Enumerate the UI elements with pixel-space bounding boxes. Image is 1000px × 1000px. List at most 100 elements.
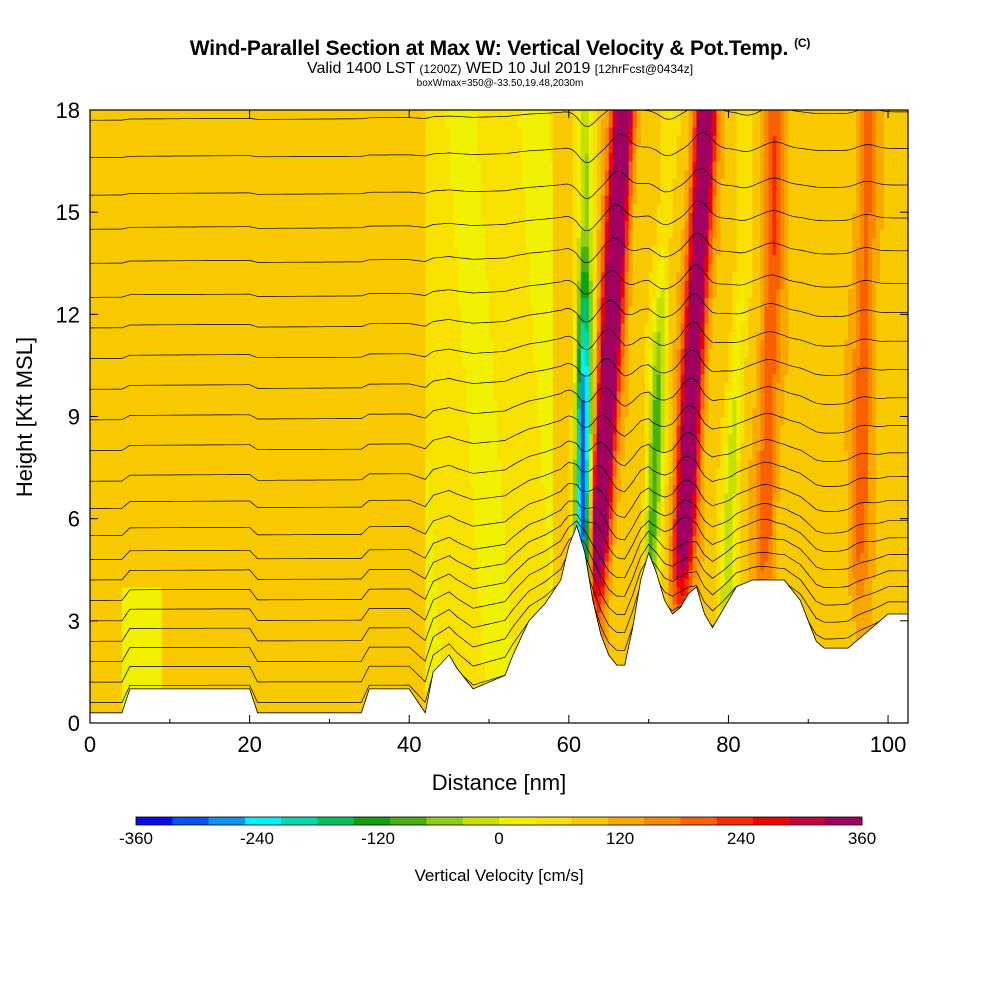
velocity-cell xyxy=(277,195,283,205)
velocity-cell xyxy=(281,569,287,579)
velocity-cell xyxy=(341,110,346,120)
velocity-cell xyxy=(305,586,311,596)
velocity-cell xyxy=(329,365,334,375)
velocity-cell xyxy=(297,535,303,545)
velocity-cell xyxy=(105,663,111,673)
velocity-cell xyxy=(113,467,119,477)
velocity-cell xyxy=(197,246,203,256)
velocity-cell xyxy=(313,271,319,281)
velocity-cell xyxy=(121,407,127,418)
velocity-cell xyxy=(285,467,291,477)
velocity-cell xyxy=(105,527,111,537)
velocity-cell xyxy=(285,127,291,137)
velocity-cell xyxy=(177,144,183,154)
velocity-cell xyxy=(101,603,107,613)
velocity-cell xyxy=(253,110,259,120)
velocity-cell xyxy=(257,637,263,647)
velocity-cell xyxy=(225,484,231,494)
velocity-cell xyxy=(281,203,287,213)
velocity-cell xyxy=(345,110,350,120)
velocity-cell xyxy=(161,178,167,188)
velocity-cell xyxy=(105,356,111,367)
velocity-cell xyxy=(245,425,251,435)
velocity-cell xyxy=(361,390,366,401)
velocity-cell xyxy=(361,399,366,409)
velocity-cell xyxy=(117,527,123,537)
velocity-cell xyxy=(133,237,139,247)
velocity-cell xyxy=(145,629,151,639)
velocity-cell xyxy=(333,186,338,196)
velocity-cell xyxy=(169,467,175,477)
velocity-cell xyxy=(177,399,183,409)
velocity-cell xyxy=(225,493,231,503)
velocity-cell xyxy=(357,688,362,699)
velocity-cell xyxy=(201,220,207,230)
velocity-cell xyxy=(313,569,319,579)
velocity-cell xyxy=(161,203,167,213)
velocity-cell xyxy=(125,390,131,401)
velocity-cell xyxy=(265,493,271,503)
velocity-cell xyxy=(109,467,115,477)
velocity-cell xyxy=(333,467,338,477)
velocity-cell xyxy=(269,433,275,443)
velocity-cell xyxy=(325,339,331,349)
velocity-cell xyxy=(177,220,183,230)
velocity-cell xyxy=(285,322,291,332)
velocity-cell xyxy=(229,195,235,205)
velocity-cell xyxy=(229,373,235,384)
velocity-cell xyxy=(257,288,263,298)
velocity-cell xyxy=(265,305,271,315)
velocity-cell xyxy=(181,510,187,520)
velocity-cell xyxy=(173,654,179,664)
velocity-cell xyxy=(237,501,243,511)
velocity-cell xyxy=(109,612,115,622)
velocity-cell xyxy=(301,237,307,247)
velocity-cell xyxy=(90,399,95,409)
velocity-cell xyxy=(125,186,131,196)
velocity-cell xyxy=(137,169,143,179)
velocity-cell xyxy=(109,680,115,690)
velocity-cell xyxy=(309,544,315,554)
velocity-cell xyxy=(97,254,103,264)
velocity-cell xyxy=(233,595,239,605)
velocity-cell xyxy=(353,365,358,375)
velocity-cell xyxy=(309,612,315,622)
velocity-cell xyxy=(201,305,207,315)
velocity-cell xyxy=(249,637,255,647)
velocity-cell xyxy=(293,110,299,120)
velocity-cell xyxy=(217,195,223,205)
velocity-cell xyxy=(153,280,159,290)
velocity-cell xyxy=(333,697,338,707)
velocity-cell xyxy=(289,459,295,469)
velocity-cell xyxy=(329,671,334,682)
velocity-cell xyxy=(305,484,311,494)
velocity-cell xyxy=(133,348,139,358)
velocity-cell xyxy=(365,561,370,571)
velocity-cell xyxy=(237,646,243,656)
velocity-cell xyxy=(153,246,159,256)
velocity-cell xyxy=(265,186,271,196)
velocity-cell xyxy=(265,144,271,154)
velocity-cell xyxy=(349,339,354,349)
velocity-cell xyxy=(145,654,151,664)
velocity-cell xyxy=(90,305,95,315)
velocity-cell xyxy=(233,629,239,639)
velocity-cell xyxy=(101,671,107,682)
velocity-cell xyxy=(113,212,119,222)
velocity-cell xyxy=(101,535,107,545)
velocity-cell xyxy=(325,212,331,222)
velocity-cell xyxy=(305,280,311,290)
velocity-cell xyxy=(121,697,127,707)
velocity-cell xyxy=(121,467,127,477)
velocity-cell xyxy=(301,688,307,699)
velocity-cell xyxy=(213,493,219,503)
velocity-cell xyxy=(117,578,123,588)
velocity-cell xyxy=(333,373,338,384)
velocity-cell xyxy=(213,637,219,647)
velocity-cell xyxy=(209,271,215,281)
velocity-cell xyxy=(321,484,327,494)
velocity-cell xyxy=(345,212,350,222)
velocity-cell xyxy=(321,382,327,392)
velocity-cell xyxy=(141,671,147,682)
velocity-cell xyxy=(101,246,107,256)
